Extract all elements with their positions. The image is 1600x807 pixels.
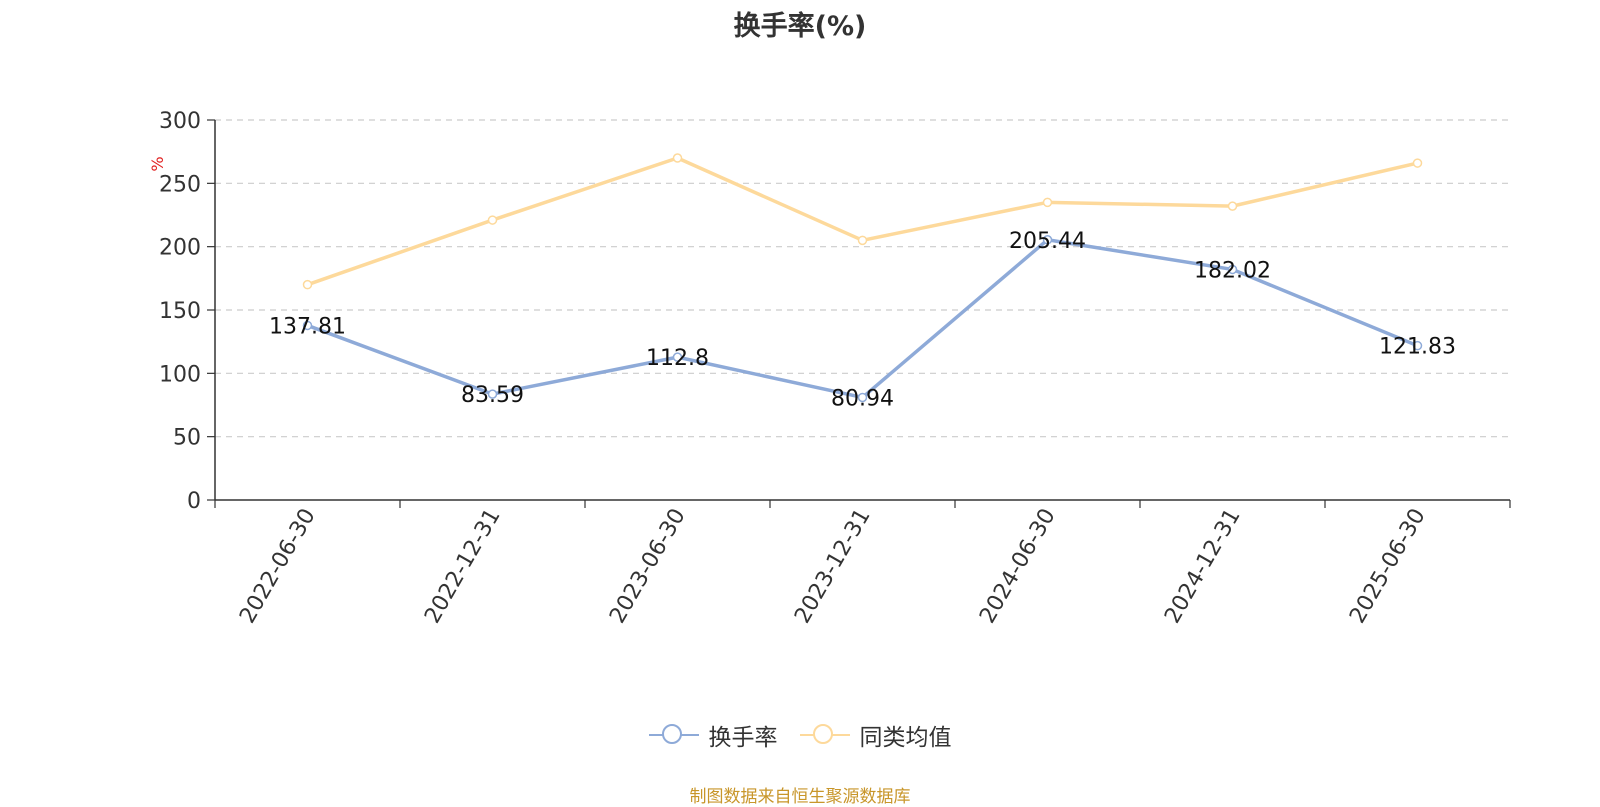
data-point <box>487 215 498 225</box>
data-point <box>857 392 868 403</box>
data-point <box>302 279 313 290</box>
y-tick-label: 250 <box>159 172 201 197</box>
legend-label: 同类均值 <box>859 725 952 751</box>
y-tick-label: 0 <box>187 489 201 514</box>
data-point <box>302 320 313 331</box>
data-label: 83.59 <box>461 383 524 408</box>
data-point <box>1227 201 1238 211</box>
data-label: 182.02 <box>1194 258 1271 283</box>
legend: 换手率 同类均值 <box>0 718 1600 752</box>
y-tick-label: 150 <box>159 299 201 324</box>
data-label: 121.83 <box>1379 335 1456 360</box>
x-tick-label: 2022-12-31 <box>420 505 506 628</box>
legend-item[interactable]: 同类均值 <box>799 718 952 752</box>
series <box>302 153 1423 403</box>
x-tick-label: 2024-06-30 <box>975 505 1061 628</box>
axes: 0 50 100 150 200 250 300% 2022-06-30 2022-12-31 2… <box>148 109 1511 628</box>
legend-label: 换手率 <box>708 725 778 751</box>
x-tick-label: 2022-06-30 <box>235 505 321 628</box>
x-tick-label: 2023-06-30 <box>605 505 691 628</box>
chart-title: 换手率(%) <box>733 11 867 42</box>
data-point <box>672 352 683 362</box>
data-point <box>672 153 683 163</box>
data-point <box>487 389 498 399</box>
y-axis-label: % <box>148 156 167 171</box>
data-labels: 137.81 83.59 112.8 80.94 205.44 182.02 121.83 <box>269 229 1456 412</box>
data-point <box>1412 340 1423 351</box>
data-point <box>1042 197 1053 208</box>
data-label: 205.44 <box>1009 229 1086 254</box>
x-tick-label: 2023-12-31 <box>790 505 876 628</box>
source-note: 制图数据来自恒生聚源数据库 <box>689 787 911 807</box>
x-tick-label: 2024-12-31 <box>1160 505 1246 628</box>
y-tick-label: 50 <box>173 426 201 451</box>
data-point <box>1227 264 1238 275</box>
y-tick-label: 300 <box>159 109 201 134</box>
data-label: 112.8 <box>646 346 709 371</box>
data-label: 80.94 <box>831 386 894 411</box>
legend-marker <box>799 723 850 747</box>
data-point <box>1042 235 1053 245</box>
legend-item[interactable]: 换手率 <box>648 718 778 752</box>
data-point <box>1412 158 1423 168</box>
y-tick-label: 100 <box>159 362 201 387</box>
data-point <box>857 235 868 246</box>
y-tick-label: 200 <box>159 236 201 261</box>
x-tick-label: 2025-06-30 <box>1345 505 1431 628</box>
legend-marker <box>648 723 699 747</box>
grid-lines <box>215 119 1510 438</box>
data-label: 137.81 <box>269 314 346 339</box>
